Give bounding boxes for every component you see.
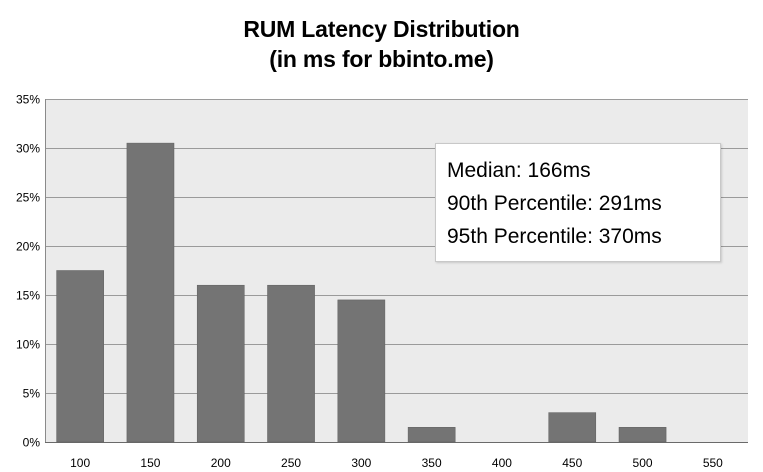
x-tick-label: 200 xyxy=(211,456,231,470)
x-tick-label: 450 xyxy=(562,456,582,470)
annotation-median: Median: 166ms xyxy=(447,159,591,182)
bar-100 xyxy=(56,270,104,443)
y-tick-label: 30% xyxy=(16,142,40,156)
x-tick-label: 150 xyxy=(140,456,160,470)
y-tick-label: 35% xyxy=(16,93,40,107)
bar-150 xyxy=(126,142,175,443)
x-tick-label: 550 xyxy=(703,456,723,470)
annotation-90th-percentile: 90th Percentile: 291ms xyxy=(447,192,662,215)
bar-300 xyxy=(337,299,386,443)
y-tick-label: 5% xyxy=(23,387,41,401)
bar-350 xyxy=(407,427,456,443)
bar-200 xyxy=(196,284,245,443)
y-tick-label: 15% xyxy=(16,289,40,303)
y-tick-label: 0% xyxy=(23,436,41,450)
bar-450 xyxy=(548,412,597,443)
x-tick-label: 400 xyxy=(492,456,512,470)
stats-annotation-box: Median: 166ms 90th Percentile: 291ms 95t… xyxy=(435,143,721,262)
chart-title-block: RUM Latency Distribution (in ms for bbin… xyxy=(0,14,763,74)
x-tick-label: 500 xyxy=(633,456,653,470)
x-tick-label: 350 xyxy=(422,456,442,470)
x-tick-label: 250 xyxy=(281,456,301,470)
bar-250 xyxy=(267,284,315,443)
annotation-95th-percentile: 95th Percentile: 370ms xyxy=(447,225,662,248)
x-tick-label: 100 xyxy=(70,456,90,470)
chart-title: RUM Latency Distribution xyxy=(243,16,520,42)
x-tick-label: 300 xyxy=(351,456,371,470)
y-tick-label: 10% xyxy=(16,338,40,352)
y-tick-label: 20% xyxy=(16,240,40,254)
y-tick-label: 25% xyxy=(16,191,40,205)
bar-500 xyxy=(618,427,667,443)
chart-subtitle: (in ms for bbinto.me) xyxy=(269,46,494,72)
